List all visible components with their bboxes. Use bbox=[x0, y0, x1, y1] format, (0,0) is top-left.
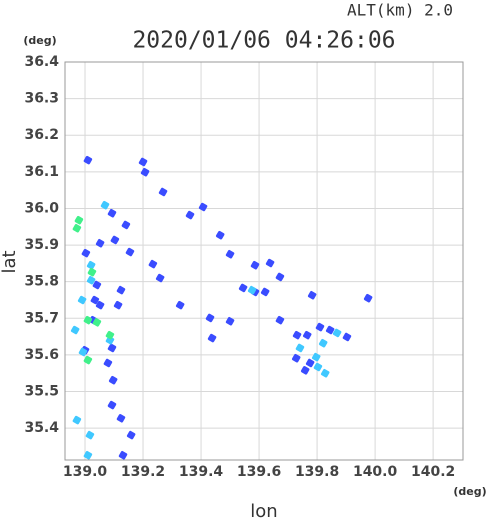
y-tick-label: 35.8 bbox=[24, 274, 59, 290]
echo-point bbox=[175, 300, 185, 310]
x-tick-label: 139.2 bbox=[121, 464, 165, 480]
x-unit: (deg) bbox=[453, 485, 486, 498]
echo-point bbox=[110, 235, 120, 245]
echo-point bbox=[292, 330, 302, 340]
echo-point bbox=[275, 272, 285, 282]
x-tick-label: 139.6 bbox=[237, 464, 281, 480]
echo-point bbox=[78, 347, 88, 357]
echo-point bbox=[86, 260, 96, 270]
echo-point bbox=[116, 285, 126, 295]
echo-point bbox=[118, 451, 128, 460]
echo-point bbox=[185, 210, 195, 220]
plot-frame bbox=[64, 61, 464, 461]
echo-point bbox=[121, 220, 131, 230]
echo-point bbox=[83, 355, 93, 365]
x-tick-label: 139.0 bbox=[63, 464, 108, 480]
echo-point bbox=[332, 328, 342, 338]
echo-point bbox=[83, 315, 93, 325]
echo-point bbox=[95, 300, 105, 310]
echo-point bbox=[313, 362, 323, 372]
y-tick-label: 35.5 bbox=[24, 384, 59, 400]
y-unit: (deg) bbox=[23, 34, 56, 47]
echo-point bbox=[158, 187, 168, 197]
echo-point bbox=[307, 291, 317, 300]
echo-point bbox=[342, 332, 352, 342]
echo-point bbox=[320, 368, 330, 378]
echo-point bbox=[295, 343, 305, 353]
y-tick-label: 36.4 bbox=[24, 54, 59, 70]
echo-point bbox=[325, 325, 335, 335]
y-axis-label: lat bbox=[0, 250, 20, 273]
echo-point bbox=[238, 283, 248, 293]
echo-point bbox=[275, 315, 285, 325]
echo-point bbox=[247, 285, 257, 295]
echo-point bbox=[87, 267, 97, 277]
x-tick-label: 140.0 bbox=[353, 464, 398, 480]
echo-point bbox=[72, 223, 82, 233]
echo-point bbox=[103, 358, 113, 368]
y-tick-label: 36.2 bbox=[24, 127, 59, 143]
echo-point bbox=[100, 200, 110, 210]
x-axis-label: lon bbox=[250, 501, 277, 521]
echo-point bbox=[225, 316, 235, 326]
echo-point bbox=[315, 322, 325, 332]
echo-point bbox=[90, 295, 100, 305]
echo-point bbox=[305, 358, 315, 368]
y-tick-label: 35.7 bbox=[24, 310, 59, 326]
echo-point bbox=[207, 333, 217, 343]
echo-point bbox=[265, 258, 275, 268]
echo-point bbox=[81, 248, 91, 258]
echo-point bbox=[260, 287, 270, 297]
echo-point bbox=[140, 167, 150, 177]
x-tick-label: 140.2 bbox=[411, 464, 455, 480]
echo-point bbox=[107, 343, 117, 353]
echo-point bbox=[225, 249, 235, 259]
echo-point bbox=[198, 202, 208, 212]
echo-point bbox=[105, 330, 115, 340]
echo-point bbox=[291, 353, 301, 363]
echo-point bbox=[125, 247, 135, 257]
echo-point bbox=[250, 260, 260, 270]
y-tick-label: 36.0 bbox=[24, 200, 59, 216]
echo-point bbox=[215, 230, 225, 240]
echo-point bbox=[107, 208, 117, 218]
echo-point bbox=[138, 157, 148, 167]
echo-point bbox=[92, 280, 102, 290]
echo-point bbox=[126, 430, 136, 440]
echo-point bbox=[107, 400, 117, 410]
y-tick-label: 35.6 bbox=[24, 347, 59, 363]
echo-point bbox=[83, 155, 93, 165]
echo-point bbox=[113, 300, 123, 310]
echo-point bbox=[86, 275, 96, 285]
y-tick-label: 35.4 bbox=[24, 420, 59, 436]
echo-point bbox=[116, 414, 126, 423]
echo-point bbox=[311, 352, 321, 362]
echo-point bbox=[302, 330, 312, 340]
x-tick-label: 139.8 bbox=[295, 464, 339, 480]
chart-title: 2020/01/06 04:26:06 bbox=[132, 28, 395, 54]
echo-point bbox=[72, 415, 82, 425]
echo-point bbox=[85, 430, 95, 440]
echo-point bbox=[92, 318, 102, 327]
echo-point bbox=[70, 325, 80, 335]
echo-point bbox=[205, 313, 215, 323]
echo-point bbox=[155, 273, 165, 283]
echo-point bbox=[77, 295, 87, 305]
y-tick-label: 36.1 bbox=[24, 164, 59, 180]
echo-point bbox=[300, 366, 310, 375]
echo-point bbox=[108, 375, 118, 385]
echo-point bbox=[74, 215, 84, 225]
echo-point bbox=[148, 259, 158, 269]
echo-point bbox=[318, 338, 328, 348]
echo-point bbox=[83, 451, 93, 460]
y-tick-label: 36.3 bbox=[24, 91, 59, 107]
y-tick-label: 35.9 bbox=[24, 237, 59, 253]
echo-point bbox=[363, 293, 373, 303]
subtitle: ALT(km) 2.0 bbox=[347, 1, 453, 20]
echo-point bbox=[95, 239, 105, 248]
x-tick-label: 139.4 bbox=[179, 464, 224, 480]
